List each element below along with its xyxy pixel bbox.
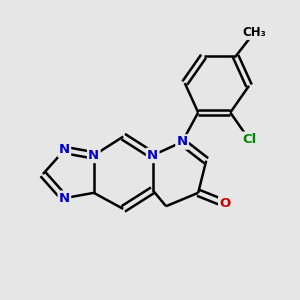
Text: Cl: Cl: [242, 133, 256, 146]
Text: N: N: [88, 149, 99, 162]
Text: N: N: [59, 192, 70, 205]
Text: O: O: [219, 197, 231, 210]
Text: CH₃: CH₃: [242, 26, 266, 39]
Text: N: N: [177, 136, 188, 148]
Text: N: N: [147, 149, 158, 162]
Text: N: N: [59, 143, 70, 157]
